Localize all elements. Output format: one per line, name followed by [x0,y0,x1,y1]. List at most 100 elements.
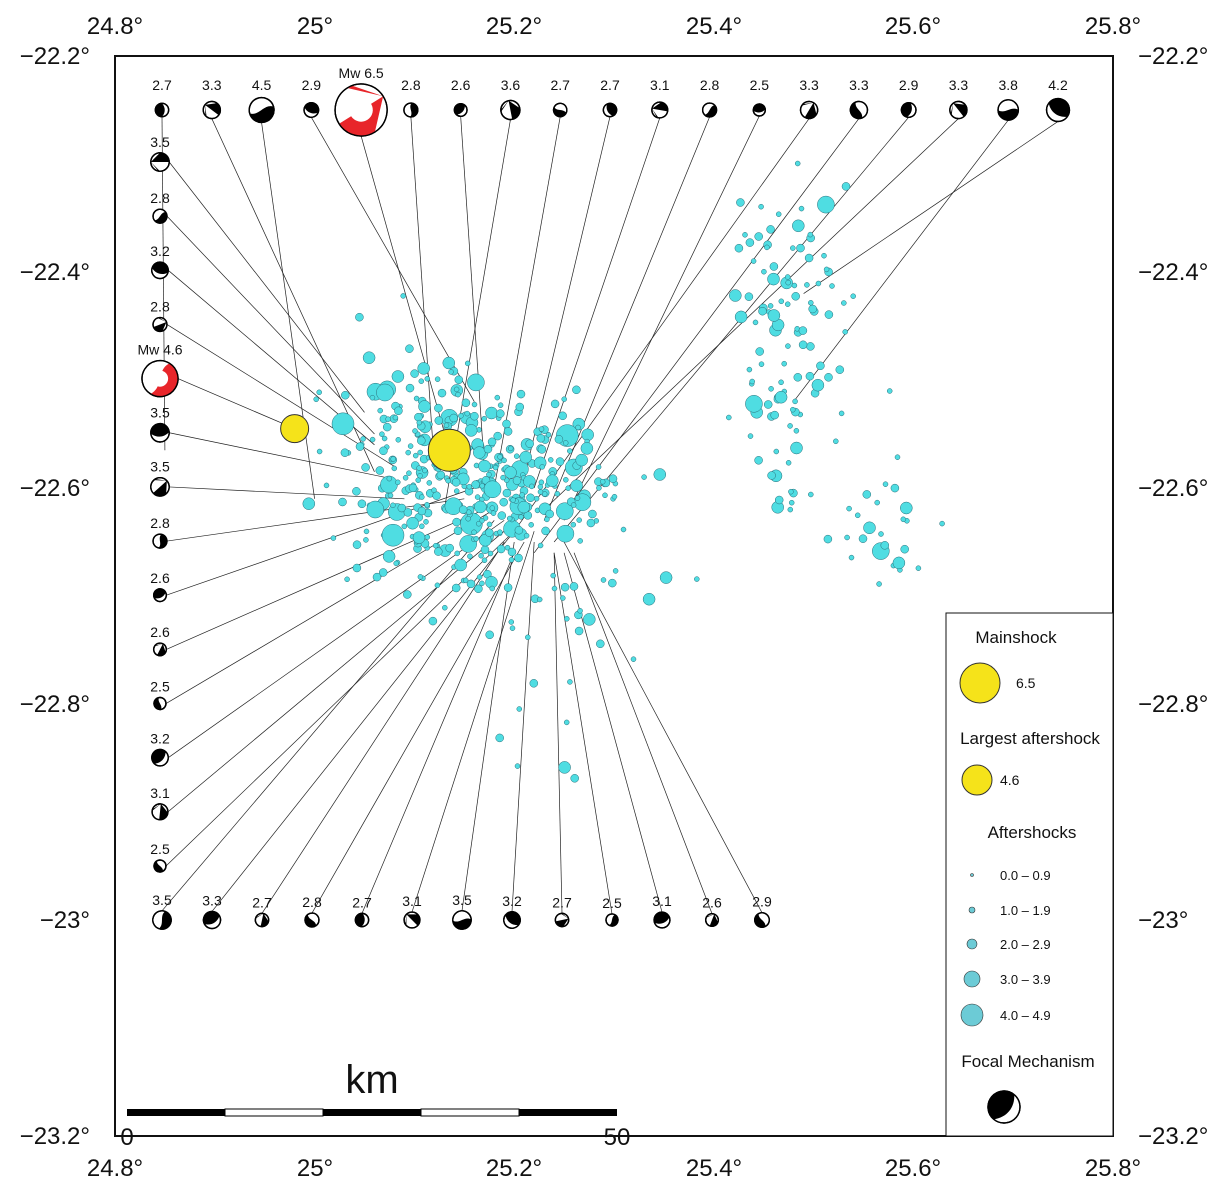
aftershock-marker [497,454,503,460]
aftershock-marker [507,547,517,557]
connector-line [553,117,909,543]
aftershock-marker [344,576,350,583]
focal-magnitude-label: 3.3 [202,77,222,93]
aftershock-marker [424,376,431,382]
focal-mechanism-beachball [304,912,320,928]
connector-line [166,487,475,596]
aftershock-marker [519,492,525,498]
focal-mechanism-beachball [949,100,968,120]
aftershock-marker [766,225,775,234]
focal-mechanism-beachball [799,100,819,120]
aftershock-marker [550,572,556,579]
aftershock-marker [570,521,577,528]
focal-mechanism-beachball [701,102,718,118]
aftershock-marker [890,483,900,493]
aftershock-marker [529,679,539,688]
focal-magnitude-label: 3.1 [402,893,422,909]
aftershock-marker [481,557,488,564]
aftershock-marker [915,565,922,571]
aftershock-marker [804,282,810,288]
aftershock-marker [414,412,423,422]
aftershock-marker [302,497,316,510]
aftershock-marker [419,494,425,500]
legend-bin-symbol [960,1003,984,1027]
aftershock-marker [495,733,504,743]
aftershock-marker [490,510,497,516]
aftershock-marker [763,400,773,409]
lat-tick-right: −23.2° [1138,1123,1208,1150]
focal-mechanism-beachball [403,911,421,929]
connector-line [311,541,525,914]
focal-mechanism-beachball [987,1090,1021,1124]
aftershock-marker [787,423,793,429]
scale-end-label: 50 [604,1124,631,1151]
aftershock-marker [417,436,426,445]
aftershock-marker [754,232,763,241]
aftershock-marker [416,419,423,426]
aftershock-marker [563,477,569,483]
aftershock-marker [403,508,413,517]
aftershock-marker [445,543,454,553]
aftershock-marker [577,538,583,544]
focal-mechanism-beachball [150,152,170,172]
aftershock-marker [412,428,418,434]
aftershock-marker [788,488,794,495]
focal-magnitude-label: 2.6 [451,77,471,93]
aftershock-marker [886,388,893,394]
aftershock-marker [778,298,785,305]
focal-magnitude-label: 2.7 [600,77,620,93]
aftershock-marker [878,531,884,537]
aftershock-marker [558,761,571,774]
legend-largest-aftershock-title: Largest aftershock [960,729,1100,748]
mainshock-epicenter-group [280,414,471,472]
aftershock-marker [749,378,755,385]
focal-magnitude-label: 2.8 [700,77,720,93]
aftershock-marker [513,453,520,459]
aftershock-marker [570,774,579,783]
aftershock-marker [611,493,618,500]
aftershock-marker [357,499,367,509]
aftershock-marker [471,529,477,536]
aftershock-marker [558,411,567,421]
focal-magnitude-label: 3.1 [652,893,672,909]
aftershock-marker [758,203,764,210]
aftershock-marker [747,433,754,439]
map-frame [114,55,1114,1137]
aftershock-marker [608,474,618,483]
aftershock-marker [471,401,478,408]
legend-largest-aftershock-mag: 4.6 [1000,772,1020,788]
connector-line [360,135,450,451]
aftershock-marker [574,495,581,501]
focal-mechanism-beachball [150,422,170,443]
aftershock-marker [507,445,514,452]
aftershock-marker [745,395,763,413]
focal-mechanism-beachball [254,912,270,928]
aftershock-marker [785,343,791,349]
aftershock-marker [391,370,405,383]
aftershock-marker [572,385,581,395]
aftershock-marker [461,398,471,408]
aftershock-marker [452,517,461,527]
aftershock-marker [416,465,422,471]
aftershock-marker [479,533,492,547]
aftershock-marker [454,550,460,557]
legend-focal-beachball [987,1090,1021,1124]
focal-magnitude-label: 4.5 [252,77,272,93]
connector-line [793,119,1009,402]
aftershock-marker [465,515,471,522]
aftershock-marker [746,366,753,373]
aftershock-marker [483,444,493,454]
aftershock-marker [453,526,463,536]
aftershock-marker [533,495,540,502]
focal-magnitude-label: 3.1 [150,785,170,801]
aftershock-marker [515,402,525,412]
aftershock-marker [848,554,855,561]
connector-line [211,530,515,912]
aftershock-marker [694,576,700,582]
aftershock-marker [360,436,366,442]
connector-line [563,541,763,913]
aftershock-marker [355,312,364,322]
aftershock-marker [785,460,792,466]
aftershock-marker [392,414,399,421]
